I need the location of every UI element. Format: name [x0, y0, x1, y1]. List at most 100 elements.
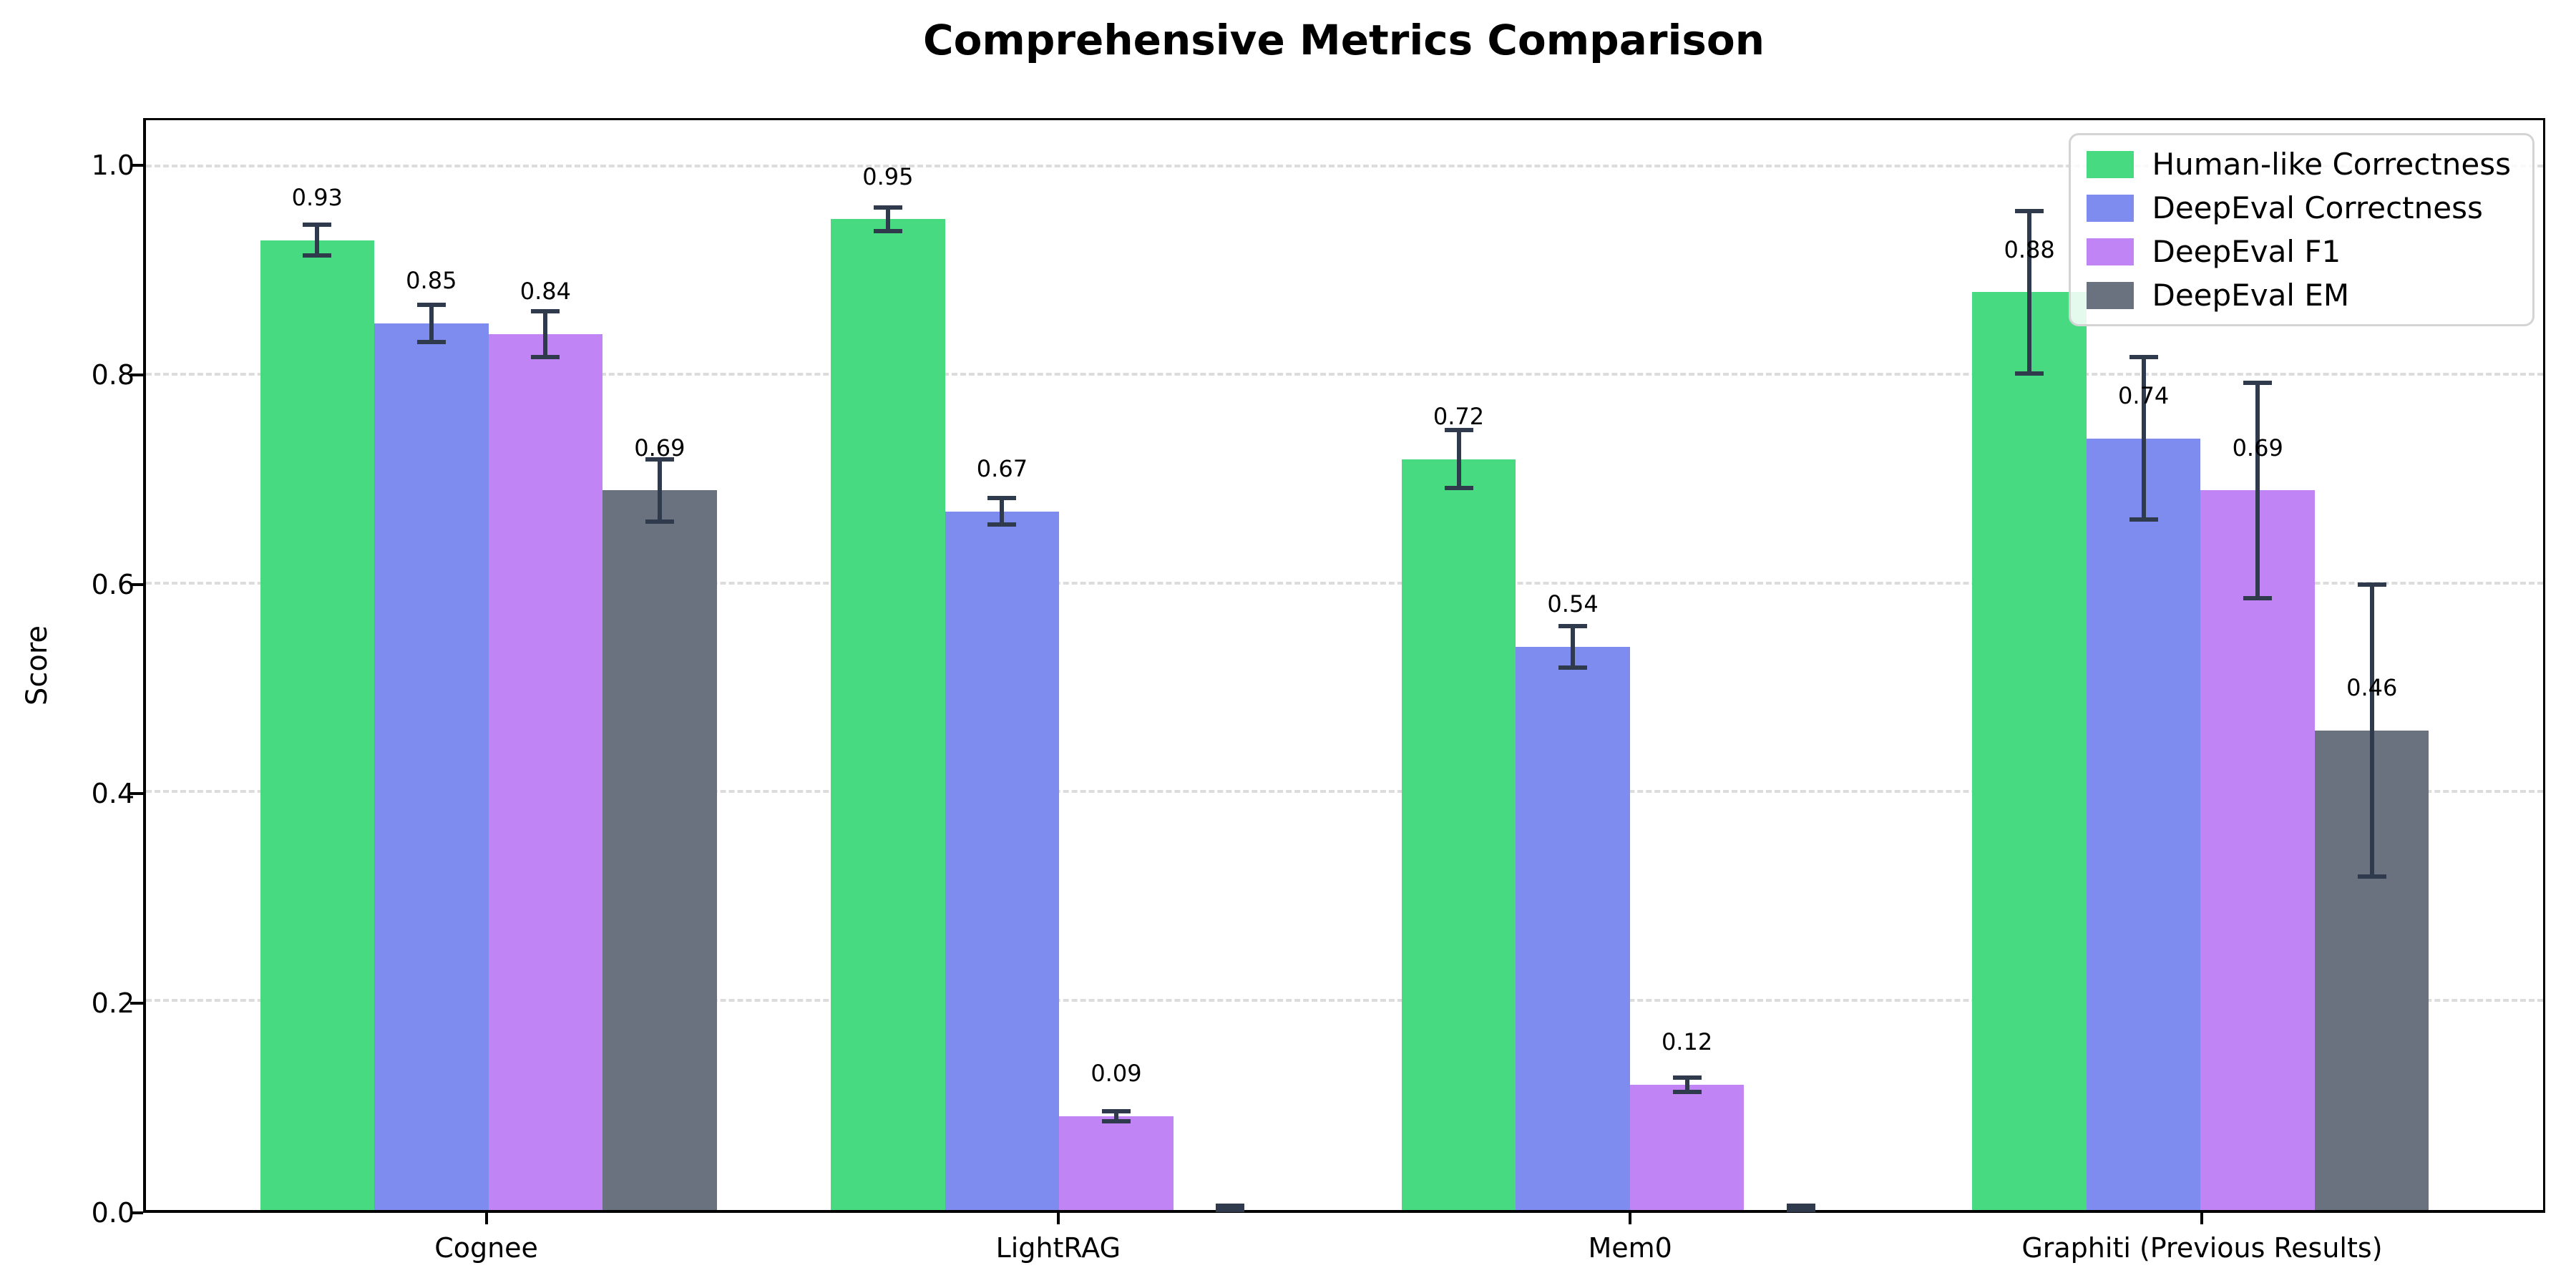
bar-deepeval-correctness	[374, 323, 489, 1210]
gridline	[146, 790, 2543, 794]
y-tick-label: 0.2	[91, 987, 135, 1020]
bar-value-label: 0.85	[406, 267, 457, 295]
error-bar	[657, 459, 662, 522]
bar-deepeval-f1	[1629, 1085, 1745, 1210]
legend-row: DeepEval F1	[2086, 234, 2512, 269]
error-bar-cap	[1672, 1090, 1702, 1095]
error-bar-cap	[1216, 1204, 1245, 1209]
error-bar-cap	[416, 302, 446, 307]
bar-value-label: 0.84	[519, 277, 571, 305]
error-bar-cap	[2015, 208, 2044, 213]
legend-label: DeepEval EM	[2152, 278, 2350, 313]
error-bar-cap	[873, 205, 902, 210]
x-tick-mark	[2200, 1213, 2204, 1224]
error-bar-cap	[2015, 371, 2044, 376]
error-bar-cap	[873, 228, 902, 233]
bar-human-like-correctness	[1401, 459, 1516, 1210]
error-bar	[1684, 1077, 1689, 1093]
plot-area: 0.93 0.95 0.72 0.88 0.85 0.67 0.54 0.74 0.84 0.09…	[143, 118, 2545, 1213]
error-bar-cap	[1558, 665, 1588, 670]
x-tick-label: Cognee	[434, 1232, 538, 1264]
bar-value-label: 0.95	[862, 162, 914, 190]
y-tick-label: 0.4	[91, 778, 135, 810]
legend-label: Human-like Correctness	[2152, 147, 2512, 182]
bar-value-label: 0.69	[634, 434, 686, 462]
legend: Human-like Correctness DeepEval Correctne…	[2068, 133, 2534, 326]
bar-deepeval-f1	[2200, 490, 2315, 1210]
error-bar-cap	[2129, 354, 2158, 359]
bar-value-label: 0.54	[1547, 590, 1599, 618]
bar-value-label: 0.46	[2346, 673, 2398, 701]
legend-row: Human-like Correctness	[2086, 147, 2512, 182]
legend-label: DeepEval Correctness	[2152, 190, 2483, 225]
error-bar	[315, 224, 320, 256]
x-tick-label: Mem0	[1588, 1232, 1672, 1264]
y-tick-mark	[130, 792, 143, 796]
error-bar-cap	[2243, 381, 2273, 386]
error-bar-cap	[2129, 517, 2158, 522]
error-bar-cap	[1787, 1204, 1816, 1209]
error-bar-cap	[1444, 486, 1473, 491]
y-tick-mark	[130, 373, 143, 376]
bar-value-label: 0.72	[1433, 402, 1485, 430]
error-bar-cap	[1101, 1108, 1131, 1113]
error-bar	[1456, 429, 1461, 489]
legend-swatch	[2086, 238, 2134, 265]
bar-human-like-correctness	[1972, 292, 2087, 1210]
bar-deepeval-correctness	[945, 511, 1060, 1210]
bar-value-label: 0.69	[2232, 434, 2283, 462]
error-bar-cap	[303, 253, 332, 258]
legend-label: DeepEval F1	[2152, 234, 2341, 269]
x-tick-label: Graphiti (Previous Results)	[2021, 1232, 2383, 1264]
error-bar-cap	[1216, 1208, 1245, 1212]
error-bar	[543, 311, 548, 357]
y-tick-mark	[130, 163, 143, 167]
error-bar-cap	[987, 522, 1017, 527]
bar-deepeval-f1	[488, 333, 603, 1210]
legend-row: DeepEval Correctness	[2086, 190, 2512, 225]
bar-human-like-correctness	[831, 219, 945, 1210]
x-tick-label: LightRAG	[995, 1232, 1121, 1264]
error-bar	[2255, 383, 2260, 598]
legend-swatch	[2086, 281, 2134, 309]
y-axis-title: Score	[21, 625, 54, 706]
gridline	[146, 164, 2543, 167]
bar-value-label: 0.88	[2004, 235, 2055, 263]
error-bar-cap	[2357, 874, 2386, 879]
bar-value-label: 0.12	[1661, 1028, 1713, 1056]
x-tick-mark	[484, 1213, 488, 1224]
error-bar-cap	[1558, 623, 1588, 628]
y-tick-label: 1.0	[91, 149, 135, 181]
y-tick-mark	[130, 582, 143, 586]
x-tick-mark	[1056, 1213, 1060, 1224]
gridline	[146, 581, 2543, 585]
error-bar-cap	[2243, 595, 2273, 600]
error-bar	[885, 208, 890, 231]
error-bar-cap	[303, 222, 332, 227]
error-bar-cap	[1672, 1075, 1702, 1080]
error-bar-cap	[1787, 1208, 1816, 1212]
legend-row: DeepEval EM	[2086, 278, 2512, 313]
error-bar-cap	[987, 495, 1017, 500]
error-bar	[1571, 625, 1576, 668]
error-bar-cap	[531, 354, 560, 359]
error-bar	[2141, 356, 2146, 520]
bar-deepeval-correctness	[1516, 647, 1630, 1210]
chart-title: Comprehensive Metrics Comparison	[923, 16, 1765, 64]
error-bar	[2027, 210, 2032, 374]
legend-swatch	[2086, 150, 2134, 178]
legend-swatch	[2086, 194, 2134, 222]
error-bar-cap	[531, 308, 560, 313]
error-bar-cap	[1101, 1119, 1131, 1124]
bar-value-label: 0.74	[2118, 381, 2170, 409]
bar-human-like-correctness	[260, 240, 375, 1210]
y-tick-label: 0.8	[91, 358, 135, 391]
bar-deepeval-f1	[1059, 1116, 1174, 1210]
bar-deepeval-correctness	[2086, 438, 2201, 1210]
error-bar	[2369, 584, 2374, 877]
error-bar	[1113, 1111, 1118, 1122]
y-tick-label: 0.0	[91, 1197, 135, 1229]
error-bar-cap	[2357, 582, 2386, 587]
y-tick-label: 0.6	[91, 568, 135, 600]
bar-value-label: 0.09	[1091, 1060, 1142, 1088]
